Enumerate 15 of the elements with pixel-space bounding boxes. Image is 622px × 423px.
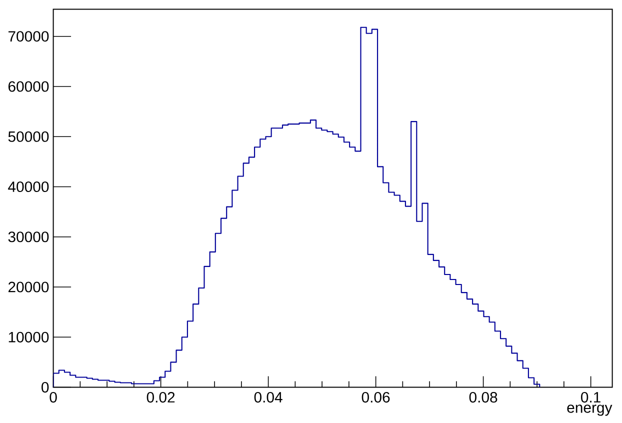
x-axis-title: energy (567, 404, 612, 416)
y-tick-label: 70000 (8, 31, 49, 42)
y-tick-label: 30000 (8, 232, 49, 242)
x-tick-label: 0.1 (581, 392, 600, 403)
y-tick-label: 60000 (8, 81, 49, 92)
y-tick-label: 0 (42, 382, 49, 393)
y-tick-label: 20000 (8, 282, 49, 292)
y-tick-label: 10000 (8, 332, 49, 342)
y-tick-label: 40000 (8, 181, 49, 192)
x-tick-label: 0.04 (254, 392, 282, 403)
x-tick-label: 0.02 (146, 392, 175, 403)
y-tick-label: 50000 (8, 131, 49, 142)
x-tick-label: 0 (50, 392, 57, 403)
x-tick-label: 0.06 (362, 392, 390, 403)
x-tick-label: 0.08 (469, 392, 498, 403)
